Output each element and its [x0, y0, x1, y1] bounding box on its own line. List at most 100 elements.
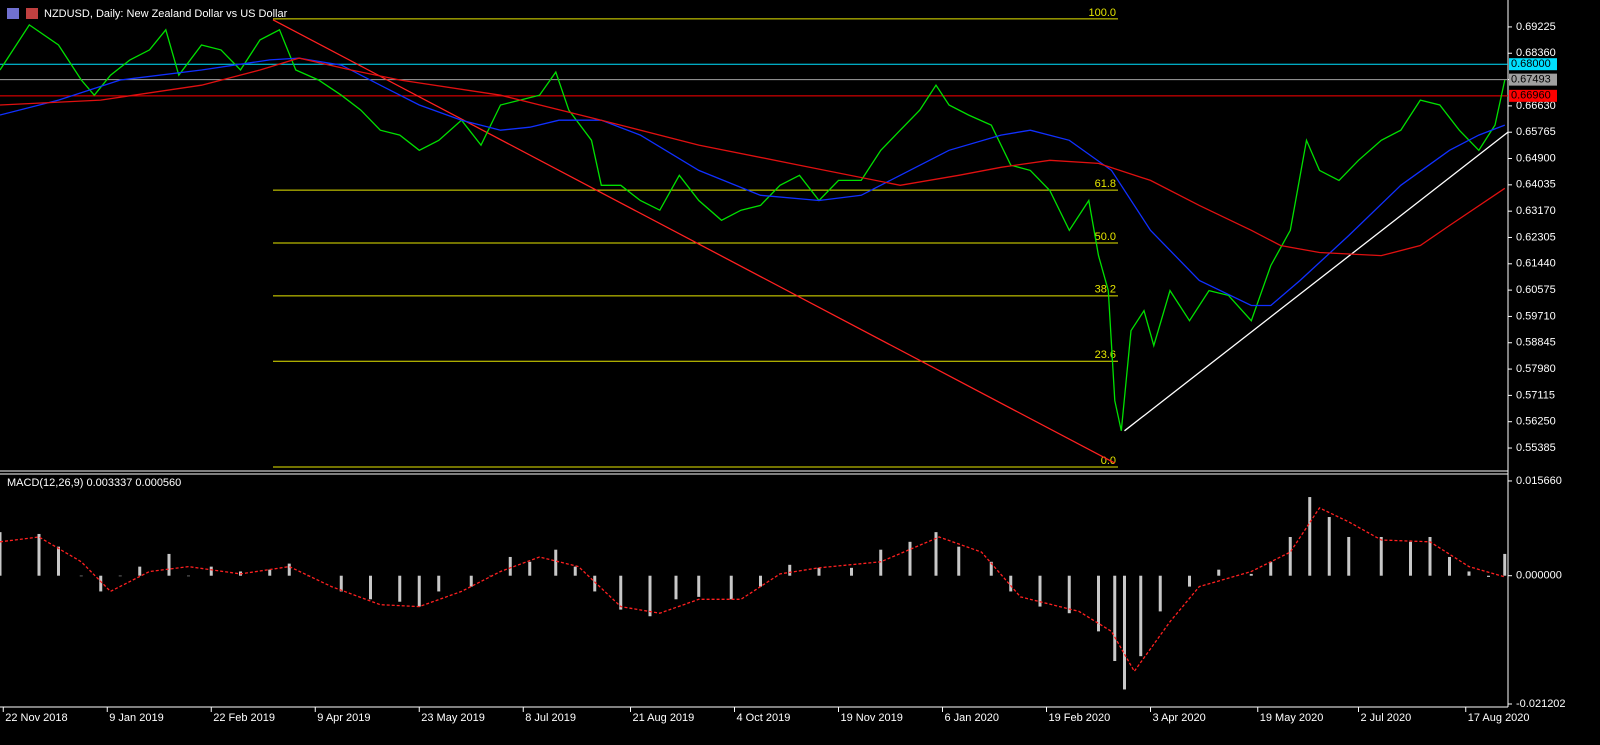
indicator-title: MACD(12,26,9) 0.003337 0.000560 [7, 477, 181, 489]
x-tick-label: 19 Nov 2019 [841, 712, 903, 724]
histogram-bar [417, 575, 421, 607]
histogram-bar [989, 561, 993, 576]
histogram-bar [287, 563, 291, 576]
trend-line [272, 19, 1116, 464]
icon [26, 8, 38, 19]
histogram-bar [648, 575, 652, 617]
fib-label: 100.0 [1088, 7, 1116, 19]
y-tick-label: 0.59710 [1516, 310, 1556, 322]
histogram-bar [79, 575, 83, 577]
histogram-bar [339, 575, 343, 592]
x-tick-label: 19 May 2020 [1260, 712, 1324, 724]
histogram-bar [469, 575, 473, 587]
x-tick-label: 23 May 2019 [421, 712, 485, 724]
histogram-bar [1188, 575, 1191, 587]
x-tick-label: 2 Jul 2020 [1361, 712, 1412, 724]
histogram-bar [508, 556, 512, 576]
histogram-bar [879, 549, 883, 576]
y-tick-label: 0.55385 [1516, 442, 1556, 454]
histogram-bar [1139, 575, 1143, 657]
histogram-bar [1217, 569, 1221, 576]
histogram-bar [1038, 575, 1042, 607]
histogram-bar [1347, 536, 1351, 576]
y-tick-label: 0.66630 [1516, 100, 1556, 112]
trend-line [1124, 131, 1509, 432]
histogram-bar [398, 575, 402, 602]
y-tick-label: 0.015660 [1516, 475, 1562, 487]
histogram-bar [1467, 571, 1471, 576]
histogram-bar [1113, 575, 1117, 662]
x-tick-label: 22 Feb 2019 [213, 712, 275, 724]
histogram-bar [788, 564, 792, 576]
price-label-box [1509, 58, 1557, 71]
price-line [0, 23, 1506, 431]
histogram-bar [37, 533, 41, 576]
fib-label: 38.2 [1095, 284, 1116, 296]
fib-label: 50.0 [1095, 231, 1116, 243]
x-tick-label: 21 Aug 2019 [633, 712, 695, 724]
y-tick-label: 0.60575 [1516, 284, 1556, 296]
histogram-bar [934, 532, 938, 576]
histogram-bar [99, 575, 103, 592]
y-tick-label: 0.61440 [1516, 258, 1556, 270]
x-tick-label: 17 Aug 2020 [1468, 712, 1530, 724]
histogram-bar [1503, 553, 1507, 576]
y-tick-label: 0.57115 [1516, 389, 1555, 401]
histogram-bar [817, 567, 821, 576]
y-tick-label: 0.68360 [1516, 47, 1556, 59]
price-label: 0.68000 [1511, 58, 1551, 70]
x-tick-label: 4 Oct 2019 [737, 712, 791, 724]
price-label-box [1509, 89, 1557, 102]
histogram-bar [674, 575, 678, 600]
histogram-bar [1009, 575, 1013, 592]
y-tick-label: 0.64900 [1516, 152, 1556, 164]
price-label: 0.67493 [1511, 74, 1551, 86]
x-tick-label: 9 Jan 2019 [109, 712, 163, 724]
y-tick-label: -0.021202 [1516, 698, 1566, 710]
y-tick-label: 0.63170 [1516, 205, 1556, 217]
y-tick-label: 0.58845 [1516, 337, 1556, 349]
y-tick-label: 0.57980 [1516, 363, 1556, 375]
histogram-bar [593, 575, 597, 592]
histogram-bar [759, 575, 762, 587]
price-label-box [1509, 73, 1557, 86]
histogram-bar [957, 546, 961, 576]
histogram-bar [1158, 575, 1162, 612]
histogram-bar [729, 575, 733, 600]
histogram-bar [1448, 556, 1451, 576]
histogram-bar [908, 541, 912, 576]
histogram-bar [1067, 575, 1071, 614]
histogram-bar [1249, 573, 1253, 576]
fib-label: 23.6 [1095, 349, 1116, 361]
histogram-bar [57, 546, 60, 576]
x-tick-label: 22 Nov 2018 [5, 712, 67, 724]
histogram-bar [1428, 536, 1432, 576]
moving-average [0, 57, 1506, 257]
histogram-bar [138, 566, 142, 576]
x-tick-label: 19 Feb 2020 [1049, 712, 1111, 724]
histogram-bar [209, 566, 213, 576]
y-tick-label: 0.62305 [1516, 231, 1556, 243]
histogram-bar [1123, 575, 1126, 690]
x-tick-label: 3 Apr 2020 [1153, 712, 1206, 724]
histogram-bar [697, 575, 701, 597]
x-tick-label: 9 Apr 2019 [317, 712, 370, 724]
histogram-bar [1308, 497, 1312, 576]
price-label: 0.66960 [1511, 90, 1551, 102]
histogram-bar [528, 561, 532, 576]
y-tick-label: 0.56250 [1516, 416, 1556, 428]
histogram-bar [554, 549, 558, 576]
histogram-bar [1288, 536, 1292, 576]
histogram-bar [1409, 541, 1412, 576]
histogram-bar [437, 575, 441, 592]
y-tick-label: 0.69225 [1516, 21, 1556, 33]
histogram-bar [1269, 561, 1273, 576]
histogram-bar [369, 575, 372, 600]
y-tick-label: 0.64035 [1516, 179, 1556, 191]
histogram-bar [1327, 517, 1331, 576]
x-tick-label: 6 Jan 2020 [945, 712, 999, 724]
moving-average [0, 57, 1506, 307]
